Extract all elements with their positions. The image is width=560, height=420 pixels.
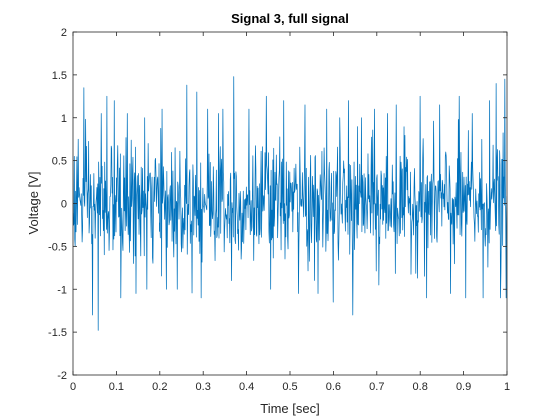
x-tick-label: 0.7 (369, 381, 384, 393)
x-axis-label: Time [sec] (260, 401, 319, 416)
x-tick-labels: 0 0.1 0.2 0.3 0.4 0.5 0.6 0.7 0.8 0.9 1 (70, 381, 510, 393)
y-tick-label: 1.5 (52, 70, 67, 82)
series-line (73, 76, 507, 331)
x-tick-label: 0 (70, 381, 76, 393)
x-tick-label: 0.2 (152, 381, 167, 393)
x-tick-label: 0.3 (196, 381, 211, 393)
y-tick-label: -2 (57, 370, 67, 382)
x-tick-label: 0.5 (282, 381, 297, 393)
chart-title: Signal 3, full signal (231, 11, 349, 26)
y-tick-label: -1.5 (48, 327, 67, 339)
x-tick-label: 0.6 (326, 381, 341, 393)
y-axis-label: Voltage [V] (26, 172, 41, 235)
x-tick-label: 0.8 (413, 381, 428, 393)
axes (72, 31, 508, 376)
plot-area (72, 31, 508, 376)
series-layer (73, 76, 507, 331)
y-tick-label: -1 (57, 284, 67, 296)
y-tick-label: -0.5 (48, 241, 67, 253)
x-tick-label: 0.9 (456, 381, 471, 393)
x-tick-label: 1 (504, 381, 510, 393)
y-tick-labels: -2 -1.5 -1 -0.5 0 0.5 1 1.5 2 (48, 27, 67, 382)
y-tick-label: 2 (61, 27, 67, 39)
y-tick-label: 1 (61, 113, 67, 125)
x-tick-label: 0.4 (239, 381, 254, 393)
y-tick-label: 0 (61, 199, 67, 211)
y-tick-label: 0.5 (52, 156, 67, 168)
x-tick-label: 0.1 (109, 381, 124, 393)
